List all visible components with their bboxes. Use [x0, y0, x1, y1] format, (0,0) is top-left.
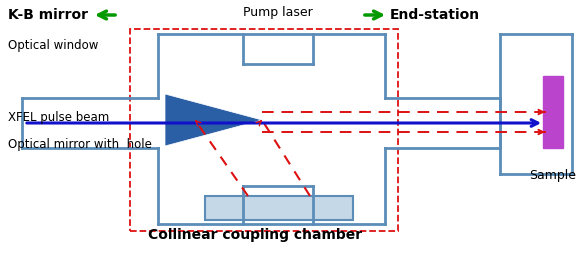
Text: Pump laser: Pump laser [243, 6, 313, 19]
Bar [130, 29, 398, 231]
Text: Optical mirror with  hole: Optical mirror with hole [8, 138, 152, 151]
Text: Optical window: Optical window [8, 39, 99, 52]
Polygon shape [165, 94, 262, 146]
Bar [543, 76, 563, 148]
Bar [205, 196, 353, 220]
Text: XFEL pulse beam: XFEL pulse beam [8, 111, 109, 124]
Text: Collinear coupling chamber: Collinear coupling chamber [148, 228, 362, 242]
Text: K-B mirror: K-B mirror [8, 8, 88, 22]
Text: Sample: Sample [529, 169, 576, 182]
Text: End-station: End-station [390, 8, 480, 22]
